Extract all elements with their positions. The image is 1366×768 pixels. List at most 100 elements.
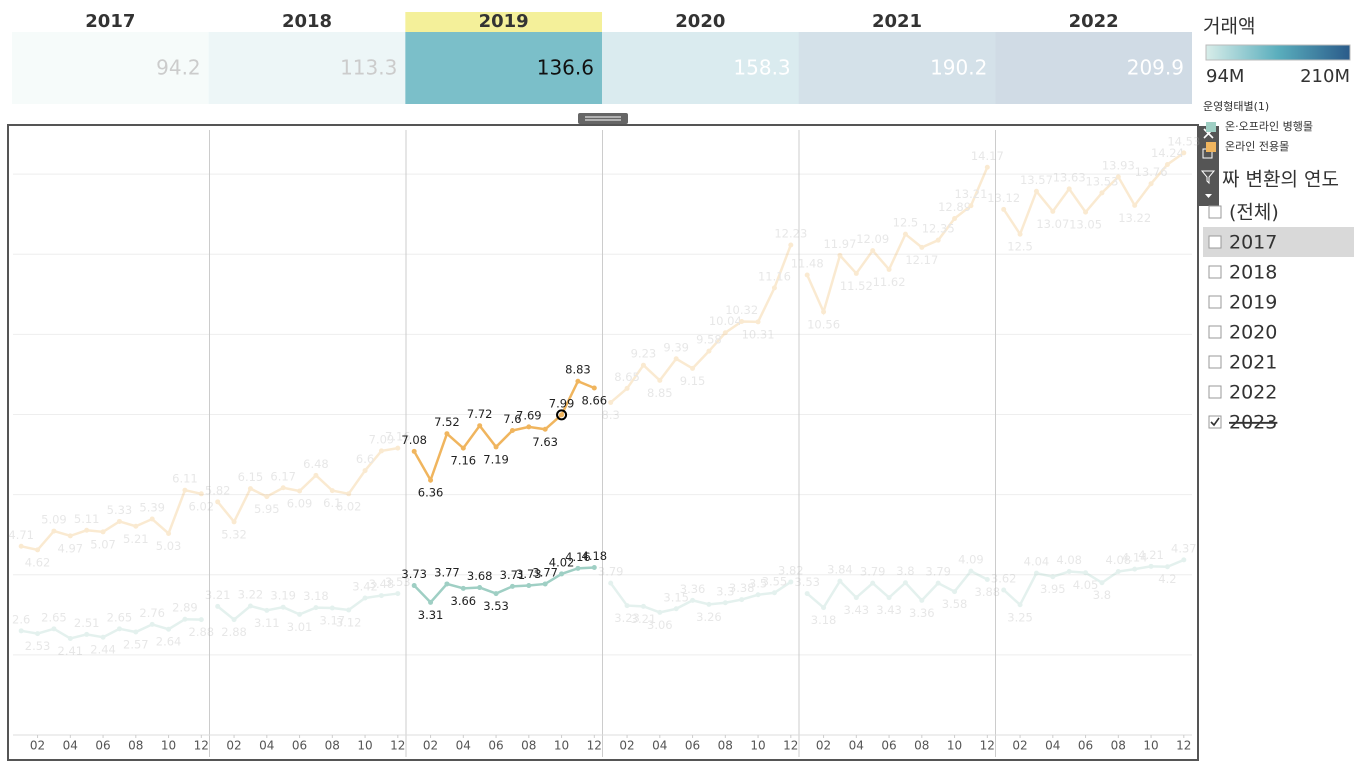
data-point[interactable] [329,488,335,494]
data-point[interactable] [837,578,843,584]
data-point[interactable] [952,589,958,595]
table-cell[interactable] [405,32,602,104]
data-point[interactable] [771,285,777,291]
data-point[interactable] [100,634,106,640]
data-point[interactable] [1017,602,1023,608]
data-point[interactable] [100,529,106,535]
data-point[interactable] [657,609,663,615]
data-point[interactable] [1050,574,1056,580]
data-point[interactable] [280,485,286,491]
data-point[interactable] [575,565,581,571]
data-point[interactable] [853,270,859,276]
data-point[interactable] [346,607,352,613]
data-point[interactable] [952,216,958,222]
data-point[interactable] [1132,202,1138,208]
table-cell[interactable] [208,32,406,104]
data-point[interactable] [788,242,794,248]
data-point[interactable] [821,309,827,315]
filter-button[interactable] [1200,170,1216,185]
data-point[interactable] [608,580,614,586]
data-point[interactable] [477,423,483,429]
checkbox[interactable] [1208,385,1222,399]
data-point[interactable] [444,431,450,437]
data-point[interactable] [706,601,712,607]
data-point[interactable] [264,494,270,500]
filter-option[interactable]: 2020 [1229,322,1277,344]
data-point[interactable] [902,580,908,586]
filter-option[interactable]: 2018 [1229,262,1277,284]
data-point[interactable] [231,519,237,525]
data-point[interactable] [395,591,401,597]
checkbox[interactable] [1208,325,1222,339]
data-point[interactable] [166,530,172,536]
data-point[interactable] [1115,569,1121,575]
data-point[interactable] [247,603,253,609]
filter-option[interactable]: 2019 [1229,292,1277,314]
data-point[interactable] [919,244,925,250]
data-point[interactable] [67,533,73,539]
filter-option[interactable]: (전체) [1229,202,1279,224]
data-point[interactable] [771,590,777,596]
data-point[interactable] [297,611,303,617]
data-point[interactable] [575,378,581,384]
data-point[interactable] [935,237,941,243]
data-point[interactable] [526,424,532,430]
data-point[interactable] [18,543,24,549]
data-point[interactable] [591,385,597,391]
filter-option[interactable]: 2022 [1229,382,1277,404]
data-point[interactable] [1050,208,1056,214]
data-point[interactable] [1181,150,1187,156]
data-point[interactable] [247,486,253,492]
checkbox[interactable] [1208,415,1222,429]
table-cell[interactable] [12,32,209,104]
data-point[interactable] [1017,231,1023,237]
data-point[interactable] [526,583,532,589]
data-point[interactable] [559,412,565,418]
data-point[interactable] [460,445,466,451]
data-point[interactable] [788,579,794,585]
data-point[interactable] [362,595,368,601]
data-point[interactable] [411,448,417,454]
data-point[interactable] [1099,190,1105,196]
data-point[interactable] [1066,569,1072,575]
data-point[interactable] [821,605,827,611]
data-point[interactable] [428,599,434,605]
data-point[interactable] [509,583,515,589]
data-point[interactable] [984,577,990,583]
data-point[interactable] [460,585,466,591]
legend-label[interactable]: 온·오프라인 병행몰 [1225,120,1313,133]
data-point[interactable] [690,597,696,603]
filter-option[interactable]: 2021 [1229,352,1277,374]
data-point[interactable] [542,581,548,587]
data-point[interactable] [329,605,335,611]
data-point[interactable] [297,488,303,494]
data-point[interactable] [116,518,122,524]
table-cell[interactable] [798,32,996,104]
data-point[interactable] [84,527,90,533]
data-point[interactable] [591,565,597,571]
data-point[interactable] [149,516,155,522]
data-point[interactable] [722,330,728,336]
data-point[interactable] [1083,570,1089,576]
data-point[interactable] [870,580,876,586]
data-point[interactable] [51,528,57,534]
data-point[interactable] [837,252,843,258]
data-point[interactable] [1033,570,1039,576]
data-point[interactable] [804,272,810,278]
data-point[interactable] [116,626,122,632]
resize-grip[interactable] [578,113,628,124]
data-point[interactable] [51,626,57,632]
data-point[interactable] [559,571,565,577]
table-cell[interactable] [995,32,1192,104]
data-point[interactable] [84,631,90,637]
data-point[interactable] [444,581,450,587]
filter-option[interactable]: 2017 [1229,232,1277,254]
data-point[interactable] [35,631,41,637]
table-cell[interactable] [602,32,799,104]
data-point[interactable] [477,585,483,591]
data-point[interactable] [182,616,188,622]
data-point[interactable] [198,617,204,623]
data-point[interactable] [673,356,679,362]
data-point[interactable] [215,499,221,505]
data-point[interactable] [362,468,368,474]
